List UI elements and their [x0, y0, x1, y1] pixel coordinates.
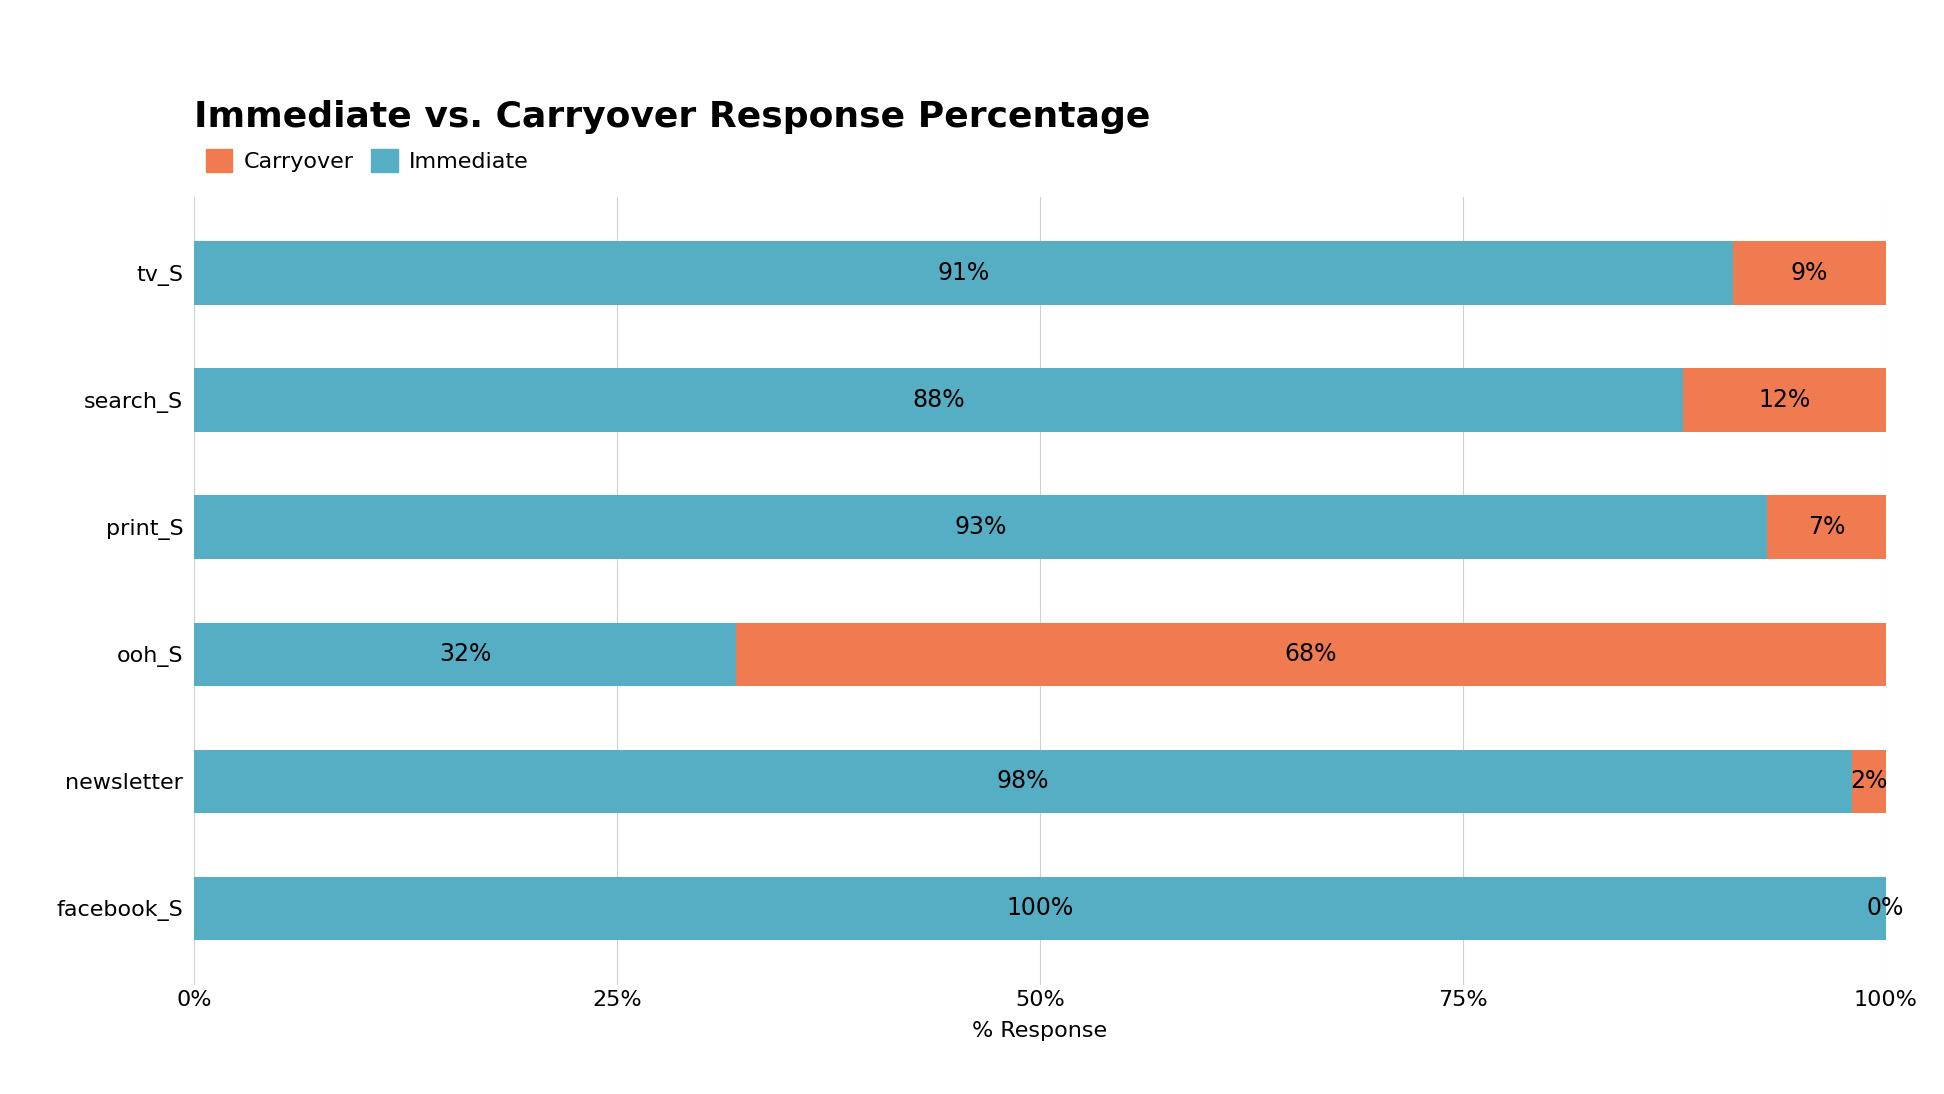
Bar — [1734, 242, 1886, 305]
Bar — [735, 622, 1886, 686]
Bar — [194, 496, 1767, 559]
Text: 88%: 88% — [912, 388, 964, 412]
Bar — [194, 242, 1734, 305]
Text: 100%: 100% — [1007, 896, 1073, 920]
Bar — [1767, 496, 1886, 559]
Text: 68%: 68% — [1285, 642, 1337, 666]
Text: 93%: 93% — [955, 515, 1007, 539]
Text: 98%: 98% — [997, 769, 1050, 793]
Text: Immediate vs. Carryover Response Percentage: Immediate vs. Carryover Response Percent… — [194, 101, 1151, 135]
Text: 0%: 0% — [1866, 896, 1905, 920]
Text: 12%: 12% — [1757, 388, 1810, 412]
Text: 7%: 7% — [1808, 515, 1845, 539]
Text: 91%: 91% — [937, 261, 989, 286]
Bar — [1853, 749, 1886, 813]
Bar — [194, 622, 735, 686]
Bar — [1684, 369, 1886, 432]
Bar — [194, 876, 1886, 940]
Text: 2%: 2% — [1851, 769, 1888, 793]
Bar — [194, 749, 1853, 813]
Bar — [194, 369, 1684, 432]
X-axis label: % Response: % Response — [972, 1022, 1108, 1041]
Legend: Carryover, Immediate: Carryover, Immediate — [206, 149, 529, 172]
Text: 9%: 9% — [1790, 261, 1827, 286]
Text: 32%: 32% — [439, 642, 492, 666]
